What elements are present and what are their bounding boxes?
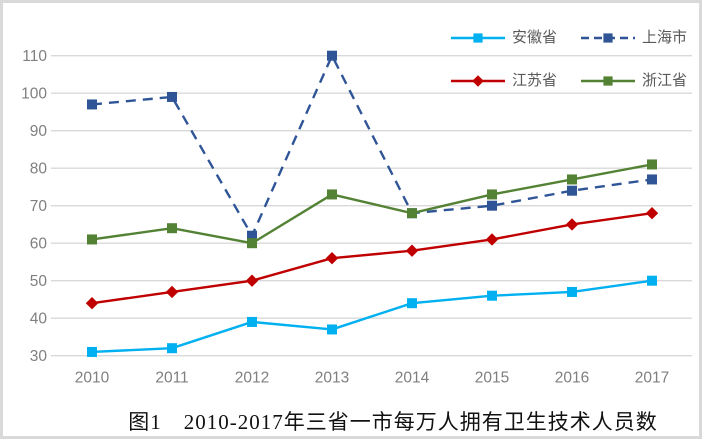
series-line-shanghai: [91, 54, 653, 237]
data-point-marker: [87, 99, 97, 110]
series-jiangsu: [85, 207, 659, 310]
series-anhui: [87, 275, 657, 357]
series-shanghai: [87, 50, 657, 241]
data-point-marker: [327, 189, 337, 200]
x-axis-tick-label: 2013: [315, 370, 349, 387]
data-point-marker: [407, 208, 417, 219]
data-point-marker: [247, 316, 257, 327]
x-axis-tick-label: 2016: [555, 370, 589, 387]
data-point-marker: [165, 285, 179, 299]
x-axis-tick-label: 2014: [395, 370, 430, 387]
series-line-zhejiang: [91, 163, 653, 245]
x-axis-tick-label: 2011: [155, 370, 188, 387]
x-axis-tick-label: 2010: [75, 370, 110, 387]
data-point-marker: [167, 343, 177, 354]
y-axis-tick-label: 60: [30, 236, 48, 253]
data-point-marker: [487, 189, 497, 200]
data-point-marker: [485, 233, 499, 246]
data-point-marker: [647, 174, 657, 185]
data-point-marker: [327, 50, 337, 61]
data-point-marker: [647, 159, 657, 170]
y-axis-tick-label: 100: [21, 86, 47, 103]
y-axis-tick-label: 110: [22, 48, 47, 65]
x-axis-tick-label: 2012: [235, 370, 269, 387]
data-point-marker: [487, 290, 497, 301]
y-axis-tick-label: 30: [30, 348, 48, 365]
x-axis-tick-label: 2017: [635, 370, 669, 387]
data-point-marker: [407, 298, 417, 309]
data-point-marker: [87, 346, 97, 357]
data-point-marker: [87, 234, 97, 245]
y-axis-tick-label: 70: [30, 198, 48, 215]
x-axis-tick-label: 2015: [475, 370, 509, 387]
data-point-marker: [565, 218, 579, 231]
data-point-marker: [167, 91, 177, 102]
data-point-marker: [567, 174, 577, 185]
series-line-anhui: [91, 279, 653, 354]
series-zhejiang: [87, 159, 657, 249]
data-point-marker: [247, 238, 257, 249]
data-point-marker: [487, 200, 497, 211]
data-point-marker: [645, 207, 659, 220]
data-point-marker: [245, 274, 259, 287]
data-point-marker: [567, 185, 577, 196]
data-point-marker: [647, 275, 657, 286]
y-axis-tick-label: 80: [30, 161, 48, 178]
chart-title: 图1 2010-2017年三省一市每万人拥有卫生技术人员数: [128, 410, 658, 434]
data-point-marker: [405, 244, 419, 257]
line-chart-canvas: 30 40 50 60 70 80 90 100 110 2010 2011 2012 2013 2014…: [21, 48, 692, 387]
series-line-jiangsu: [91, 212, 653, 305]
y-axis-tick-label: 40: [30, 311, 48, 328]
data-point-marker: [167, 223, 177, 234]
data-point-marker: [85, 297, 99, 310]
data-point-marker: [567, 286, 577, 297]
y-axis-tick-label: 50: [30, 273, 48, 290]
data-point-marker: [327, 324, 337, 335]
y-axis-tick-label: 90: [30, 123, 48, 140]
data-point-marker: [325, 252, 339, 265]
data-point-marker: [247, 230, 257, 241]
